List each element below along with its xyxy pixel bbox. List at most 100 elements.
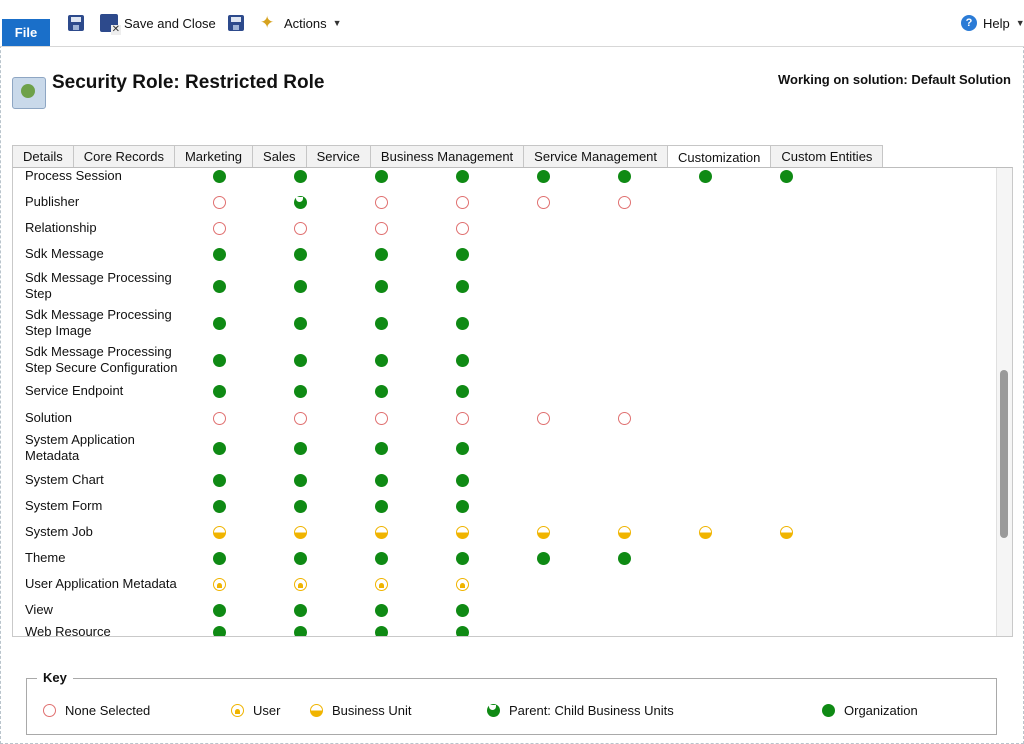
privilege-org-icon[interactable] bbox=[294, 170, 307, 183]
privilege-org-icon[interactable] bbox=[213, 474, 226, 487]
tab-service-management[interactable]: Service Management bbox=[523, 145, 669, 167]
privilege-org-icon[interactable] bbox=[537, 552, 550, 565]
privilege-none-icon[interactable] bbox=[618, 412, 631, 425]
privilege-org-icon[interactable] bbox=[456, 280, 469, 293]
privilege-org-icon[interactable] bbox=[456, 317, 469, 330]
privilege-org-icon[interactable] bbox=[375, 474, 388, 487]
privilege-org-icon[interactable] bbox=[456, 248, 469, 261]
privilege-bu-icon[interactable] bbox=[375, 526, 388, 539]
privilege-org-icon[interactable] bbox=[213, 604, 226, 617]
tab-core-records[interactable]: Core Records bbox=[72, 145, 175, 167]
privilege-none-icon[interactable] bbox=[618, 196, 631, 209]
privilege-none-icon[interactable] bbox=[375, 222, 388, 235]
privilege-org-icon[interactable] bbox=[375, 248, 388, 261]
privilege-bu-icon[interactable] bbox=[699, 526, 712, 539]
privilege-none-icon[interactable] bbox=[213, 412, 226, 425]
privilege-org-icon[interactable] bbox=[294, 552, 307, 565]
privilege-org-icon[interactable] bbox=[294, 385, 307, 398]
privilege-org-icon[interactable] bbox=[213, 317, 226, 330]
privilege-bu-icon[interactable] bbox=[456, 526, 469, 539]
privilege-parent-icon[interactable] bbox=[294, 196, 307, 209]
privilege-org-icon[interactable] bbox=[456, 604, 469, 617]
tab-marketing[interactable]: Marketing bbox=[173, 145, 254, 167]
privilege-org-icon[interactable] bbox=[375, 317, 388, 330]
privilege-org-icon[interactable] bbox=[294, 604, 307, 617]
privilege-none-icon[interactable] bbox=[537, 196, 550, 209]
vertical-scrollbar[interactable] bbox=[996, 168, 1012, 636]
privilege-org-icon[interactable] bbox=[456, 354, 469, 367]
privilege-org-icon[interactable] bbox=[456, 170, 469, 183]
privilege-org-icon[interactable] bbox=[375, 626, 388, 636]
privilege-org-icon[interactable] bbox=[213, 626, 226, 636]
privilege-org-icon[interactable] bbox=[375, 500, 388, 513]
privilege-org-icon[interactable] bbox=[213, 248, 226, 261]
privilege-org-icon[interactable] bbox=[213, 170, 226, 183]
save-button[interactable] bbox=[68, 12, 84, 34]
privilege-org-icon[interactable] bbox=[294, 354, 307, 367]
privilege-none-icon[interactable] bbox=[213, 196, 226, 209]
privilege-none-icon[interactable] bbox=[375, 196, 388, 209]
tab-details[interactable]: Details bbox=[12, 145, 74, 167]
privilege-user-icon[interactable] bbox=[213, 578, 226, 591]
privilege-org-icon[interactable] bbox=[456, 500, 469, 513]
save-and-close-button[interactable]: Save and Close bbox=[100, 12, 216, 35]
privilege-org-icon[interactable] bbox=[699, 170, 712, 183]
privilege-user-icon[interactable] bbox=[294, 578, 307, 591]
privilege-org-icon[interactable] bbox=[456, 474, 469, 487]
privilege-user-icon[interactable] bbox=[375, 578, 388, 591]
privilege-org-icon[interactable] bbox=[456, 552, 469, 565]
privilege-org-icon[interactable] bbox=[375, 552, 388, 565]
privilege-org-icon[interactable] bbox=[213, 280, 226, 293]
privilege-org-icon[interactable] bbox=[537, 170, 550, 183]
privilege-org-icon[interactable] bbox=[213, 552, 226, 565]
privilege-bu-icon[interactable] bbox=[213, 526, 226, 539]
tab-customization[interactable]: Customization bbox=[667, 145, 772, 168]
privilege-user-icon[interactable] bbox=[456, 578, 469, 591]
privilege-none-icon[interactable] bbox=[456, 196, 469, 209]
privilege-org-icon[interactable] bbox=[294, 500, 307, 513]
privilege-org-icon[interactable] bbox=[213, 385, 226, 398]
privilege-org-icon[interactable] bbox=[294, 248, 307, 261]
privilege-bu-icon[interactable] bbox=[780, 526, 793, 539]
privilege-bu-icon[interactable] bbox=[537, 526, 550, 539]
privilege-org-icon[interactable] bbox=[294, 317, 307, 330]
privilege-org-icon[interactable] bbox=[780, 170, 793, 183]
privilege-org-icon[interactable] bbox=[618, 170, 631, 183]
privilege-none-icon[interactable] bbox=[213, 222, 226, 235]
privilege-none-icon[interactable] bbox=[537, 412, 550, 425]
privilege-bu-icon[interactable] bbox=[294, 526, 307, 539]
privilege-org-icon[interactable] bbox=[456, 442, 469, 455]
privilege-org-icon[interactable] bbox=[294, 626, 307, 636]
privilege-none-icon[interactable] bbox=[294, 412, 307, 425]
privilege-org-icon[interactable] bbox=[213, 354, 226, 367]
privilege-org-icon[interactable] bbox=[294, 280, 307, 293]
privilege-bu-icon[interactable] bbox=[618, 526, 631, 539]
tab-sales[interactable]: Sales bbox=[252, 145, 307, 167]
file-button[interactable]: File bbox=[2, 19, 50, 46]
privilege-org-icon[interactable] bbox=[294, 474, 307, 487]
tab-custom-entities[interactable]: Custom Entities bbox=[770, 145, 884, 167]
privilege-org-icon[interactable] bbox=[456, 385, 469, 398]
privilege-org-icon[interactable] bbox=[375, 442, 388, 455]
privilege-none-icon[interactable] bbox=[294, 222, 307, 235]
tab-business-management[interactable]: Business Management bbox=[369, 145, 525, 167]
privilege-org-icon[interactable] bbox=[294, 442, 307, 455]
scrollbar-thumb[interactable] bbox=[1000, 370, 1008, 538]
privilege-org-icon[interactable] bbox=[375, 354, 388, 367]
privilege-org-icon[interactable] bbox=[618, 552, 631, 565]
privilege-org-icon[interactable] bbox=[213, 500, 226, 513]
privilege-org-icon[interactable] bbox=[375, 604, 388, 617]
privilege-org-icon[interactable] bbox=[375, 385, 388, 398]
privilege-org-icon[interactable] bbox=[375, 170, 388, 183]
privilege-org-icon[interactable] bbox=[213, 442, 226, 455]
help-button[interactable]: ? Help ▼ bbox=[961, 12, 1024, 34]
save-as-button[interactable] bbox=[228, 12, 244, 34]
actions-menu-button[interactable]: ✦ Actions ▼ bbox=[260, 12, 342, 34]
privilege-none-icon[interactable] bbox=[456, 412, 469, 425]
entity-label: Relationship bbox=[25, 220, 97, 235]
privilege-org-icon[interactable] bbox=[456, 626, 469, 636]
tab-service[interactable]: Service bbox=[305, 145, 371, 167]
privilege-none-icon[interactable] bbox=[456, 222, 469, 235]
privilege-org-icon[interactable] bbox=[375, 280, 388, 293]
privilege-none-icon[interactable] bbox=[375, 412, 388, 425]
